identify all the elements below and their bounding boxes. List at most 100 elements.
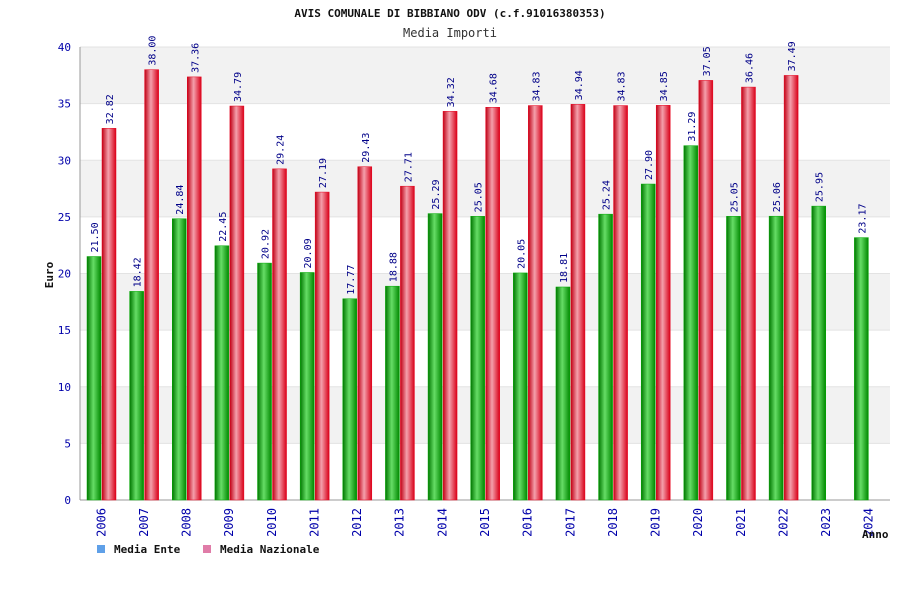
y-tick-label: 25	[58, 211, 71, 224]
bar-media-nazionale	[187, 76, 202, 501]
data-label: 25.05	[474, 182, 485, 212]
data-label: 32.82	[105, 94, 116, 124]
data-label: 34.68	[489, 73, 500, 103]
y-tick-label: 40	[58, 41, 71, 54]
bar-media-ente	[385, 285, 400, 501]
value-labels: 21.50 32.82 18.42 38.00 24.84 37.36 22.45 34.79…	[90, 36, 868, 295]
data-label: 29.24	[276, 135, 287, 165]
bar-media-ente	[811, 205, 826, 501]
data-label: 34.83	[617, 71, 628, 101]
y-tick-label: 30	[58, 154, 71, 167]
data-label: 25.05	[729, 182, 740, 212]
x-tick-label: 2023	[819, 508, 833, 537]
bar-media-ente	[257, 262, 272, 501]
y-tick-label: 0	[64, 494, 71, 507]
x-axis-ticks: 2006 2007 2008 2009 2010 2011 2012 2013 2014 2015…	[94, 508, 875, 537]
x-tick-label: 2021	[734, 508, 748, 537]
x-tick-label: 2008	[180, 508, 194, 537]
bar-media-ente	[768, 215, 784, 501]
data-label: 25.95	[815, 172, 826, 202]
bar-media-ente	[640, 183, 656, 501]
bar-media-ente	[683, 145, 699, 501]
data-label: 18.88	[388, 252, 399, 282]
data-label: 34.32	[446, 77, 457, 107]
data-label: 34.94	[574, 70, 585, 100]
bar-media-nazionale	[570, 104, 586, 501]
data-label: 37.49	[787, 41, 798, 71]
data-label: 37.36	[190, 43, 201, 73]
bar-media-nazionale	[101, 128, 117, 501]
data-label: 34.83	[531, 71, 542, 101]
data-label: 20.09	[303, 238, 314, 268]
y-axis-label: Euro	[43, 261, 56, 288]
bar-media-ente	[513, 272, 528, 501]
y-tick-label: 20	[58, 268, 71, 281]
data-label: 23.17	[857, 203, 868, 233]
data-label: 21.50	[90, 222, 101, 252]
bar-media-nazionale	[741, 86, 756, 501]
y-tick-label: 35	[58, 98, 71, 111]
bar-media-nazionale	[400, 185, 415, 501]
x-tick-label: 2010	[265, 508, 279, 537]
data-label: 29.43	[361, 133, 372, 163]
bar-media-nazionale	[314, 191, 330, 501]
chart-title: AVIS COMUNALE DI BIBBIANO ODV (c.f.91016…	[294, 7, 605, 20]
y-tick-label: 10	[58, 381, 71, 394]
bar-media-nazionale	[655, 105, 671, 501]
bar-media-nazionale	[442, 111, 458, 501]
data-label: 20.05	[516, 239, 527, 269]
data-label: 27.19	[318, 158, 329, 188]
data-label: 34.79	[233, 72, 244, 102]
data-label: 37.05	[702, 46, 713, 76]
x-tick-label: 2016	[521, 508, 535, 537]
data-label: 20.92	[261, 229, 272, 259]
data-label: 18.42	[133, 257, 144, 287]
data-label: 22.45	[218, 212, 229, 242]
y-axis-ticks: 0 5 10 15 20 25 30 35 40	[58, 41, 71, 507]
x-tick-label: 2007	[137, 508, 151, 537]
data-label: 25.29	[431, 179, 442, 209]
data-label: 27.90	[644, 150, 655, 180]
chart-subtitle: Media Importi	[403, 26, 497, 40]
bar-media-ente	[129, 291, 144, 501]
bar-media-nazionale	[229, 105, 245, 501]
data-label: 27.71	[403, 152, 414, 182]
data-label: 18.81	[559, 253, 570, 283]
bar-media-ente	[299, 272, 315, 501]
bar-media-nazionale	[357, 166, 373, 501]
bar-media-ente	[86, 256, 102, 501]
bar-media-nazionale	[613, 105, 628, 501]
data-label: 34.85	[659, 71, 670, 101]
bar-media-nazionale	[783, 75, 799, 501]
x-tick-label: 2011	[307, 508, 321, 537]
bar-media-nazionale	[698, 80, 714, 501]
data-label: 31.29	[687, 112, 698, 142]
bars	[86, 69, 869, 501]
x-tick-label: 2020	[691, 508, 705, 537]
bar-media-ente	[172, 218, 187, 501]
bar-media-ente	[726, 216, 741, 501]
x-tick-label: 2022	[776, 508, 790, 537]
data-label: 17.77	[346, 265, 357, 295]
data-label: 25.24	[602, 180, 613, 210]
x-tick-label: 2013	[393, 508, 407, 537]
data-label: 24.84	[175, 185, 186, 215]
bar-media-nazionale	[272, 168, 287, 501]
bar-media-ente	[470, 216, 485, 501]
x-tick-label: 2014	[435, 508, 449, 537]
x-tick-label: 2024	[862, 508, 876, 537]
x-tick-label: 2017	[563, 508, 577, 537]
bar-media-ente	[854, 237, 869, 501]
bar-media-ente	[598, 213, 613, 501]
bar-media-ente	[214, 245, 230, 501]
bar-media-ente	[342, 298, 358, 501]
data-label: 25.06	[772, 182, 783, 212]
bar-media-ente	[555, 286, 571, 501]
y-tick-label: 5	[64, 437, 71, 450]
legend-swatch-media-ente	[97, 545, 105, 553]
legend-label-media-ente: Media Ente	[114, 543, 181, 556]
x-tick-label: 2009	[222, 508, 236, 537]
bar-media-nazionale	[528, 105, 543, 501]
